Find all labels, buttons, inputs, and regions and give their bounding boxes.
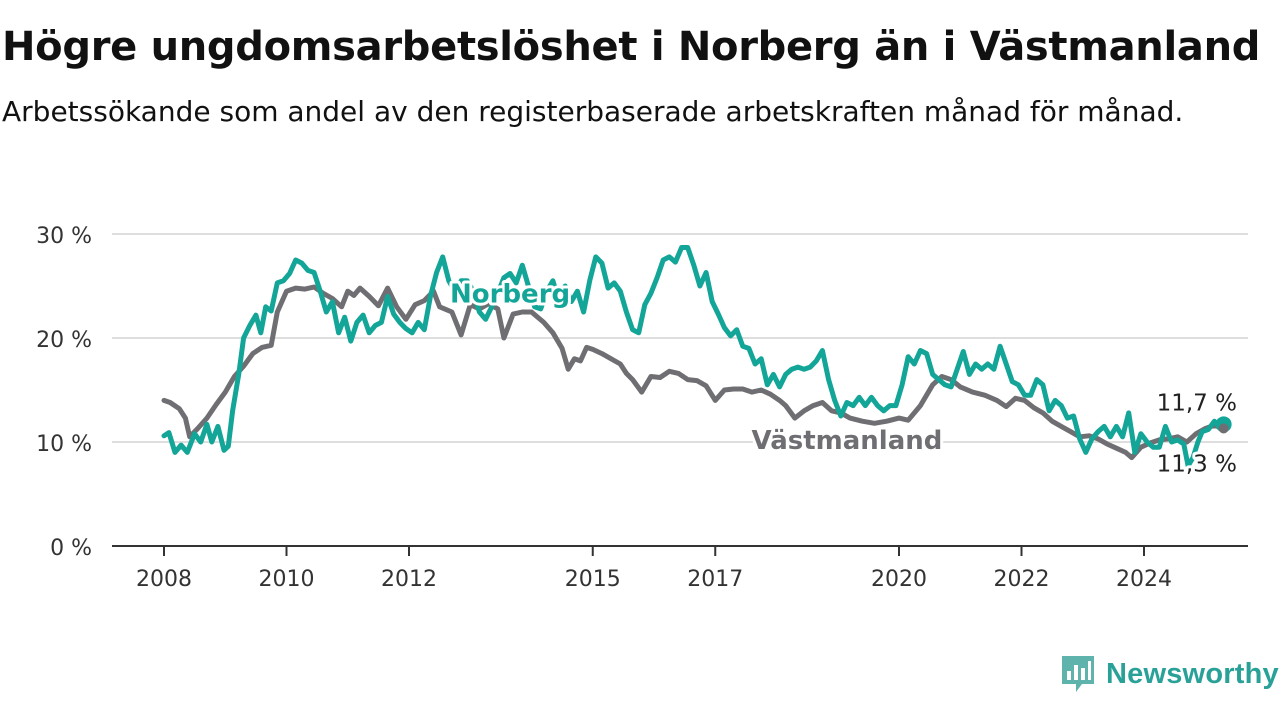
chart-subtitle: Arbetssökande som andel av den registerb…	[2, 95, 1184, 128]
y-axis-ticks: 0 % 10 % 20 % 30 %	[36, 224, 92, 561]
y-tick-label: 0 %	[50, 536, 92, 561]
brand-logo: Newsworthy	[1060, 654, 1279, 694]
series-line-v-stmanland	[161, 284, 1227, 461]
norberg-end-label: 11,7 %	[1157, 390, 1237, 416]
series-labels: Norberg Västmanland 11,7 % 11,3 %	[447, 276, 1240, 480]
series-label-norberg: Norberg	[450, 279, 570, 309]
series-lines	[161, 245, 1232, 469]
x-tick-label: 2020	[871, 567, 927, 592]
y-tick-label: 20 %	[36, 328, 92, 353]
chart-title: Högre ungdomsarbetslöshet i Norberg än i…	[2, 24, 1261, 70]
y-tick-label: 10 %	[36, 432, 92, 457]
x-tick-label: 2022	[994, 567, 1050, 592]
vastmanland-end-label: 11,3 %	[1157, 451, 1237, 477]
x-tick-label: 2012	[381, 567, 437, 592]
x-axis: 2008 2010 2012 2015 2017 2020 2022 2024	[112, 545, 1248, 592]
x-tick-label: 2017	[687, 567, 743, 592]
x-tick-label: 2015	[565, 567, 621, 592]
y-tick-label: 30 %	[36, 224, 92, 249]
brand-name: Newsworthy	[1106, 657, 1279, 690]
series-line-norberg	[161, 245, 1227, 469]
gridlines	[112, 233, 1248, 443]
bar-chart-logo-icon	[1062, 656, 1094, 692]
x-tick-label: 2024	[1116, 567, 1172, 592]
x-tick-label: 2008	[136, 567, 192, 592]
series-label-v-stmanland: Västmanland	[752, 426, 943, 456]
x-tick-label: 2010	[259, 567, 315, 592]
vastmanland-end-point	[1218, 423, 1229, 434]
